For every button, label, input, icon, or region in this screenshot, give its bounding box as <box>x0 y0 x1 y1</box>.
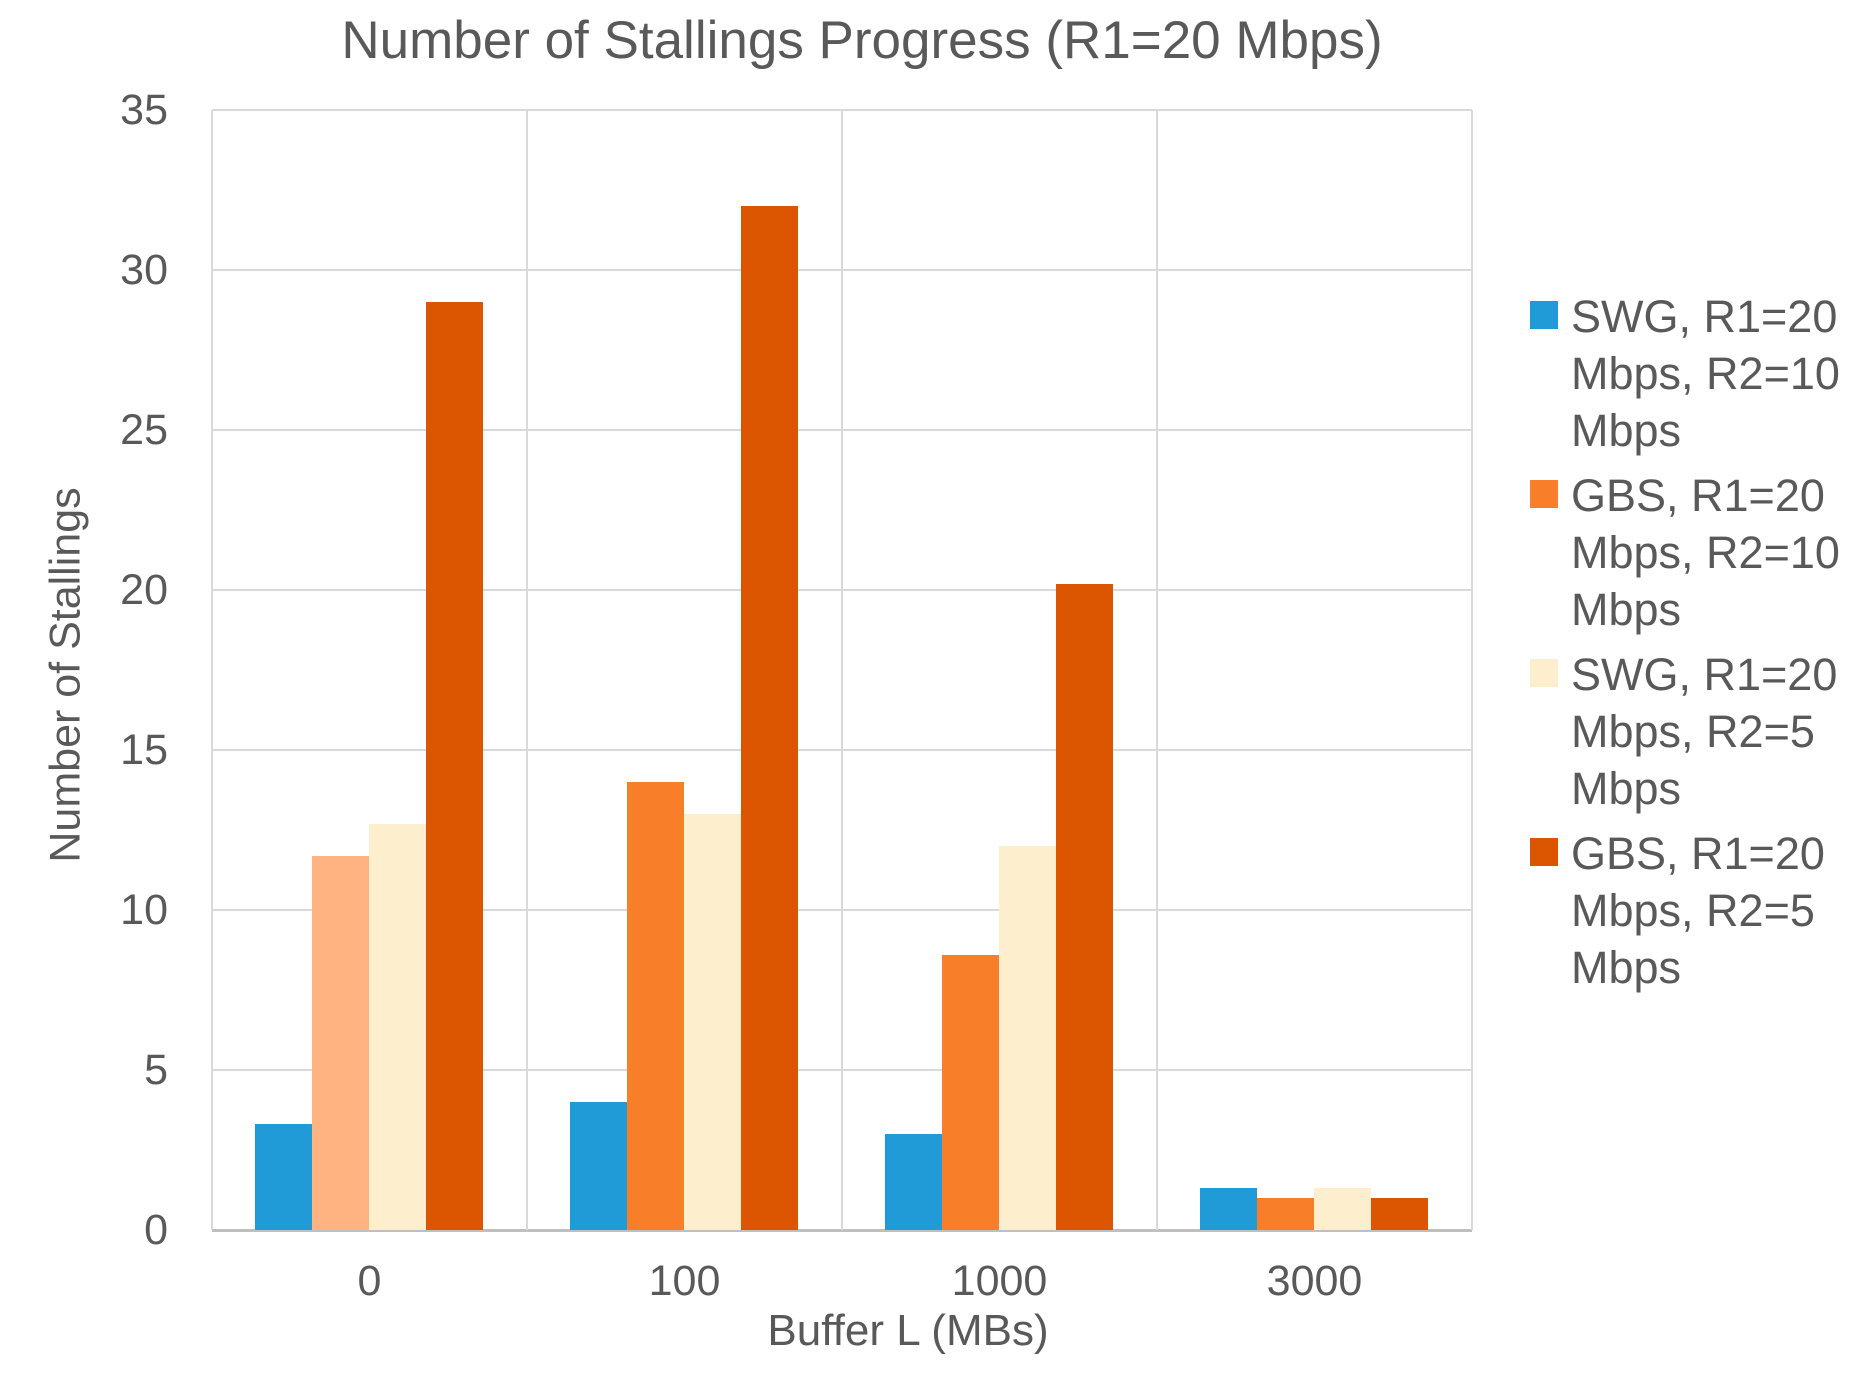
y-axis-title: Number of Stallings <box>41 487 90 863</box>
legend-label-line: Mbps <box>1571 763 1682 814</box>
bar-swg-cat-3000 <box>1200 1188 1257 1230</box>
legend-label: GBS, R1=20 Mbps, R2=10 Mbps <box>1571 467 1864 638</box>
legend-label-line: SWG, R1=20 <box>1571 291 1838 342</box>
legend: SWG, R1=20 Mbps, R2=10 Mbps GBS, R1=20 Mbps,… <box>1530 288 1864 1004</box>
bar-swg-cat-1000 <box>999 846 1056 1230</box>
bar-gbs-cat-0 <box>426 302 483 1230</box>
x-tick-label: 1000 <box>951 1257 1048 1305</box>
x-axis-line <box>212 1229 1472 1232</box>
legend-entry: SWG, R1=20 Mbps, R2=5 Mbps <box>1530 646 1864 817</box>
v-gridline <box>211 110 213 1230</box>
legend-label-line: Mbps <box>1571 584 1682 635</box>
bar-swg-cat-1000 <box>885 1134 942 1230</box>
v-gridline <box>841 110 843 1230</box>
legend-label-line: Mbps <box>1571 405 1682 456</box>
y-tick-label: 10 <box>120 886 168 934</box>
x-tick-label: 3000 <box>1266 1257 1363 1305</box>
y-tick-label: 15 <box>120 726 168 774</box>
bar-swg-cat-0 <box>369 824 426 1230</box>
legend-label-line: Mbps <box>1571 942 1682 993</box>
legend-swatch <box>1530 659 1558 687</box>
bar-gbs-cat-3000 <box>1371 1198 1428 1230</box>
y-tick-label: 30 <box>120 246 168 294</box>
legend-swatch <box>1530 838 1558 866</box>
legend-label-line: GBS, R1=20 <box>1571 470 1825 521</box>
bar-swg-cat-100 <box>570 1102 627 1230</box>
legend-label: SWG, R1=20 Mbps, R2=5 Mbps <box>1571 646 1864 817</box>
legend-entry: SWG, R1=20 Mbps, R2=10 Mbps <box>1530 288 1864 459</box>
v-gridline <box>526 110 528 1230</box>
bar-gbs-cat-3000 <box>1257 1198 1314 1230</box>
y-tick-label: 0 <box>144 1206 168 1254</box>
bar-swg-cat-0 <box>255 1124 312 1230</box>
v-gridline <box>1156 110 1158 1230</box>
legend-swatch <box>1530 480 1558 508</box>
y-tick-label: 25 <box>120 406 168 454</box>
bar-gbs-cat-100 <box>627 782 684 1230</box>
x-tick-label: 0 <box>357 1257 382 1305</box>
chart-title: Number of Stallings Progress (R1=20 Mbps… <box>341 11 1383 70</box>
legend-label-line: SWG, R1=20 <box>1571 649 1838 700</box>
y-tick-label: 35 <box>120 86 168 134</box>
bar-swg-cat-3000 <box>1314 1188 1371 1230</box>
x-tick-label: 100 <box>648 1257 721 1305</box>
bar-swg-cat-100 <box>684 814 741 1230</box>
legend-label-line: Mbps, R2=10 <box>1571 527 1840 578</box>
legend-label-line: Mbps, R2=10 <box>1571 348 1840 399</box>
x-axis-title: Buffer L (MBs) <box>767 1306 1049 1355</box>
bar-gbs-cat-0 <box>312 856 369 1230</box>
legend-label-line: Mbps, R2=5 <box>1571 885 1815 936</box>
bar-gbs-cat-1000 <box>942 955 999 1230</box>
legend-entry: GBS, R1=20 Mbps, R2=10 Mbps <box>1530 467 1864 638</box>
bar-gbs-cat-1000 <box>1056 584 1113 1230</box>
y-tick-label: 5 <box>144 1046 168 1094</box>
bar-gbs-cat-100 <box>741 206 798 1230</box>
legend-swatch <box>1530 301 1558 329</box>
legend-label-line: GBS, R1=20 <box>1571 828 1825 879</box>
legend-label-line: Mbps, R2=5 <box>1571 706 1815 757</box>
y-tick-label: 20 <box>120 566 168 614</box>
v-gridline <box>1471 110 1473 1230</box>
legend-label: SWG, R1=20 Mbps, R2=10 Mbps <box>1571 288 1864 459</box>
legend-entry: GBS, R1=20 Mbps, R2=5 Mbps <box>1530 825 1864 996</box>
legend-label: GBS, R1=20 Mbps, R2=5 Mbps <box>1571 825 1864 996</box>
